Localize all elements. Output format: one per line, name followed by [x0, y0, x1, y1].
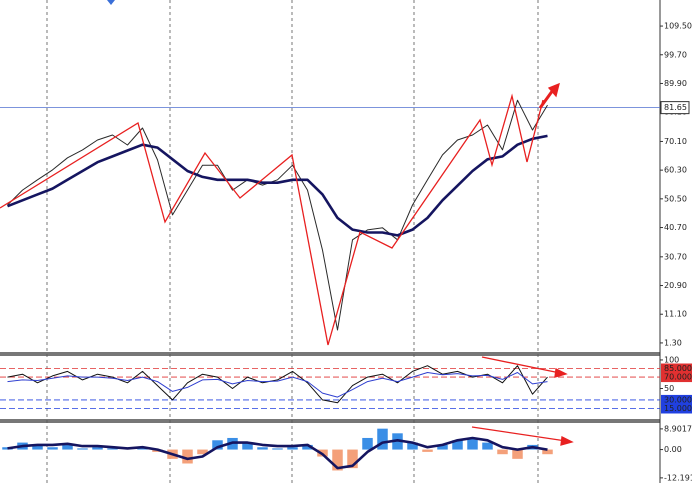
histogram-bar — [362, 437, 373, 450]
y-tick-label: 20.90 — [664, 281, 687, 290]
histogram-bar — [47, 447, 58, 450]
y-tick-label: 100 — [664, 355, 679, 364]
histogram-bar — [272, 448, 283, 450]
y-tick-label: 30.70 — [664, 252, 687, 261]
y-tick-label: 50 — [664, 384, 674, 393]
histogram-bar — [242, 442, 253, 450]
histogram-bar — [77, 448, 88, 450]
y-tick-label: 40.70 — [664, 223, 687, 232]
series-line — [7, 365, 548, 404]
histogram-bar — [62, 444, 73, 450]
plot-layer: 109.5099.7089.9080.1070.1060.3050.5040.7… — [0, 22, 692, 482]
series-line — [7, 372, 548, 398]
histogram-bar — [212, 440, 223, 450]
histogram-bar — [497, 449, 508, 455]
histogram-bar — [422, 449, 433, 452]
histogram-bar — [107, 448, 118, 450]
panel-separator — [0, 419, 660, 423]
level-label: 15.0000 — [664, 404, 692, 413]
histogram-bar — [437, 444, 448, 450]
series-line — [7, 134, 548, 237]
series-line — [7, 99, 548, 331]
y-tick-label: 89.90 — [664, 79, 687, 88]
histogram-bar — [407, 442, 418, 450]
series-line — [7, 436, 548, 470]
y-tick-label: 70.10 — [664, 137, 687, 146]
histogram-bar — [377, 428, 388, 450]
level-label-box — [661, 394, 692, 405]
arrow-head — [547, 82, 560, 98]
histogram-bar — [287, 447, 298, 450]
level-label: 70.0000 — [664, 373, 692, 382]
divergence-arrow — [481, 356, 561, 374]
y-tick-label: 99.70 — [664, 50, 687, 59]
histogram-bar — [92, 447, 103, 450]
level-label: 85.0000 — [664, 364, 692, 373]
trend-arrow — [538, 89, 555, 109]
zigzag-annotation — [0, 93, 544, 346]
y-tick-label: -12.1918 — [664, 473, 692, 482]
histogram-bar — [32, 444, 43, 450]
annotations — [0, 82, 574, 446]
divergence-arrow — [471, 426, 567, 442]
histogram-bar — [452, 440, 463, 450]
y-tick-label: 50.50 — [664, 194, 687, 203]
level-label-box — [661, 372, 692, 383]
marker — [107, 0, 115, 5]
price-label-box — [660, 101, 690, 115]
y-tick-label: 11.10 — [664, 310, 687, 319]
histogram-bar — [257, 447, 268, 450]
histogram-bar — [347, 449, 358, 469]
histogram-bar — [182, 449, 193, 464]
level-label: 30.0000 — [664, 395, 692, 404]
price-label: 81.65 — [664, 103, 687, 112]
y-tick-label: 0.00 — [664, 445, 682, 454]
histogram-bar — [467, 437, 478, 450]
level-label-box — [661, 363, 692, 374]
histogram-bar — [482, 442, 493, 450]
arrow-head — [554, 368, 568, 378]
y-tick-label: 8.9017 — [664, 424, 692, 433]
histogram-bar — [2, 447, 13, 450]
vertical-grid — [46, 0, 539, 483]
level-label-box — [661, 403, 692, 414]
arrow-head — [560, 436, 574, 446]
y-tick-label: 60.30 — [664, 166, 687, 175]
histogram-bar — [197, 449, 208, 455]
histogram-bar — [542, 449, 553, 455]
histogram-bar — [302, 444, 313, 450]
panel-separator — [0, 352, 660, 356]
histogram-bar — [332, 449, 343, 471]
y-tick-label: 109.50 — [664, 22, 692, 31]
y-tick-label: 1.30 — [664, 338, 682, 347]
histogram-bar — [512, 449, 523, 459]
